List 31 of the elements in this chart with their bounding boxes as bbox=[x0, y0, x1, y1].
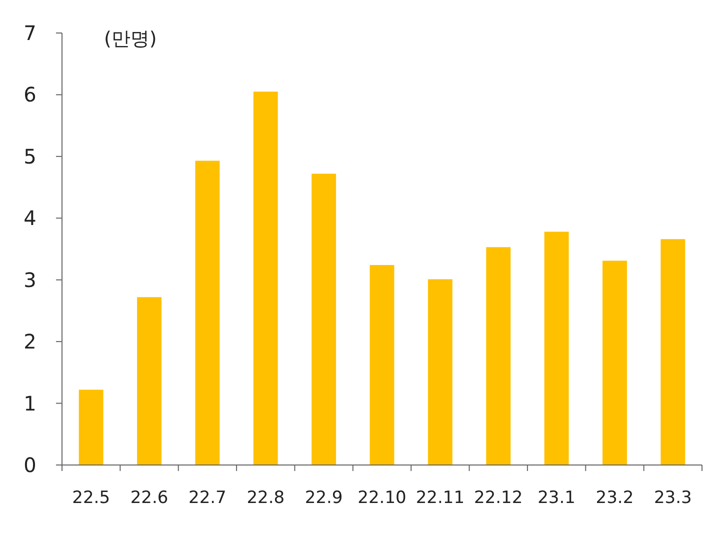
y-tick-label: 4 bbox=[24, 206, 36, 230]
bar bbox=[312, 174, 336, 465]
bar bbox=[370, 265, 394, 465]
x-tick-label: 22.11 bbox=[416, 488, 465, 508]
y-tick-label: 1 bbox=[24, 391, 36, 416]
bar bbox=[486, 247, 511, 465]
bar bbox=[544, 232, 569, 465]
y-tick-label: 7 bbox=[24, 21, 36, 45]
bar bbox=[137, 297, 162, 465]
x-tick-label: 22.12 bbox=[474, 488, 523, 508]
y-axis-title: (만명) bbox=[104, 28, 157, 50]
y-tick-label: 6 bbox=[24, 82, 36, 107]
x-tick-label: 22.8 bbox=[246, 488, 285, 508]
bar bbox=[428, 279, 452, 465]
bar bbox=[602, 260, 627, 465]
y-tick-label: 0 bbox=[24, 453, 36, 477]
x-tick-label: 23.1 bbox=[538, 488, 576, 508]
x-tick-label: 22.5 bbox=[72, 488, 110, 508]
y-tick-label: 2 bbox=[24, 330, 36, 354]
bar bbox=[195, 160, 220, 465]
bar bbox=[253, 92, 278, 465]
x-tick-label: 22.10 bbox=[358, 488, 406, 508]
x-tick-label: 22.9 bbox=[304, 488, 343, 508]
y-tick-label: 5 bbox=[24, 144, 36, 168]
bar bbox=[78, 390, 104, 465]
x-tick-label: 22.7 bbox=[188, 488, 226, 508]
bar bbox=[660, 239, 686, 465]
x-tick-label: 23.3 bbox=[654, 488, 692, 508]
y-tick-label: 3 bbox=[24, 268, 36, 292]
x-tick-label: 22.6 bbox=[130, 488, 168, 508]
x-tick-label: 23.2 bbox=[596, 488, 634, 508]
